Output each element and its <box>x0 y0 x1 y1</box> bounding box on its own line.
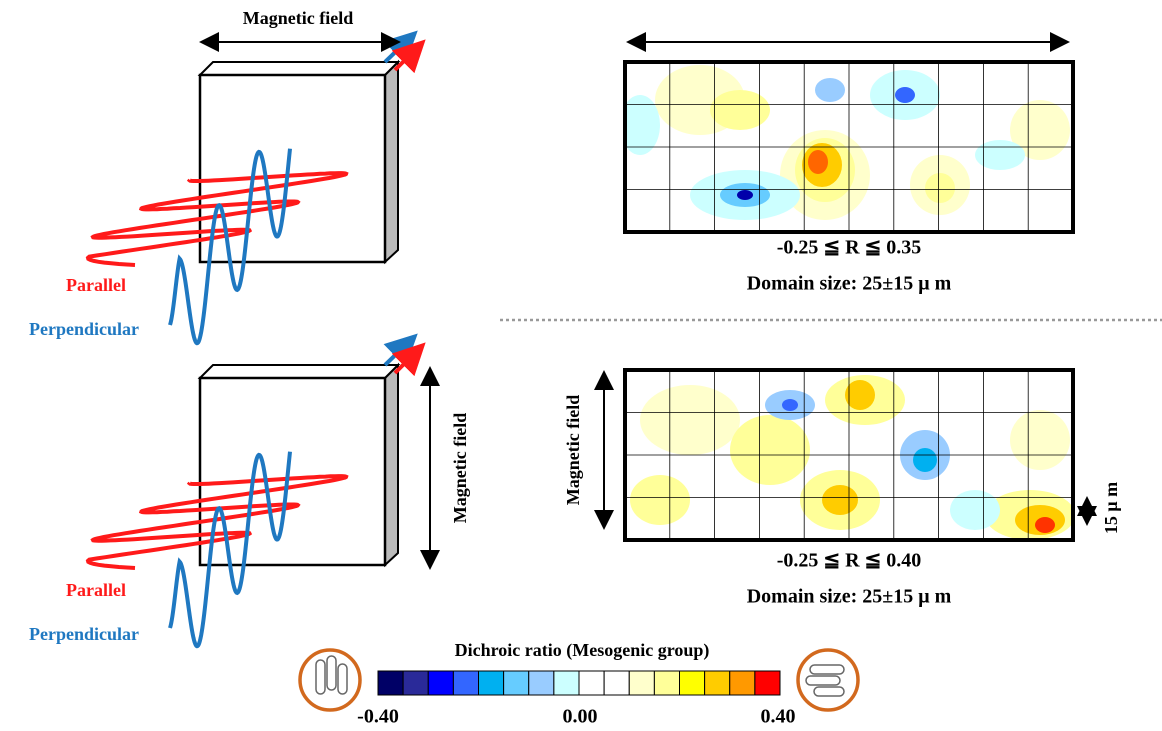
colorbar-swatch <box>653 670 680 696</box>
colorbar-swatch <box>478 670 505 696</box>
colorbar-tick: 0.00 <box>563 706 598 728</box>
colorbar-swatch <box>603 670 630 696</box>
colorbar-swatch <box>402 670 429 696</box>
sample-side <box>384 59 399 265</box>
domain-size: Domain size: 25±15 μ m <box>747 273 952 295</box>
vertical-mesogen-icon <box>298 648 362 712</box>
parallel-arrow <box>391 39 426 74</box>
parallel-label: Parallel <box>66 580 126 600</box>
parallel-label: Parallel <box>66 275 126 295</box>
parallel-arrow <box>391 342 426 377</box>
colorbar-swatch <box>553 670 580 696</box>
perpendicular-wave <box>168 451 292 649</box>
colorbar-swatch <box>452 670 479 696</box>
perpendicular-label: Perpendicular <box>29 319 139 339</box>
sample-top <box>197 61 401 76</box>
colorbar-tick: 0.40 <box>761 706 796 728</box>
field-label: Magnetic field <box>450 413 470 523</box>
colorbar-tick: -0.40 <box>357 706 399 728</box>
contour-map <box>625 370 1073 540</box>
parallel-wave <box>85 474 349 570</box>
map-frame <box>623 60 1075 234</box>
colorbar-swatch <box>628 670 655 696</box>
field-label: Magnetic field <box>243 8 353 28</box>
perpendicular-wave <box>168 148 292 346</box>
colorbar-swatch <box>503 670 530 696</box>
sample-top <box>197 364 401 379</box>
colorbar-swatch <box>729 670 756 696</box>
domain-size: Domain size: 25±15 μ m <box>747 586 952 608</box>
colorbar-swatch <box>754 670 781 696</box>
horizontal-mesogen-icon <box>796 648 860 712</box>
colorbar-swatch <box>427 670 454 696</box>
perpendicular-label: Perpendicular <box>29 624 139 644</box>
parallel-wave <box>85 171 349 267</box>
colorbar-swatch <box>578 670 605 696</box>
range-label: -0.25 ≦ R ≦ 0.35 <box>777 237 922 259</box>
colorbar-swatch <box>377 670 404 696</box>
colorbar <box>377 670 781 696</box>
colorbar-swatch <box>704 670 731 696</box>
range-label: -0.25 ≦ R ≦ 0.40 <box>777 550 922 572</box>
samples <box>85 30 426 649</box>
sample-side <box>384 362 399 568</box>
colorbar-title: Dichroic ratio (Mesogenic group) <box>455 640 710 661</box>
contour-map <box>625 62 1073 232</box>
colorbar-swatch <box>528 670 555 696</box>
colorbar-swatch <box>679 670 706 696</box>
field-label: Magnetic field <box>563 395 583 505</box>
map-frame <box>623 368 1075 542</box>
scale-label: 15 μ m <box>1101 482 1121 534</box>
